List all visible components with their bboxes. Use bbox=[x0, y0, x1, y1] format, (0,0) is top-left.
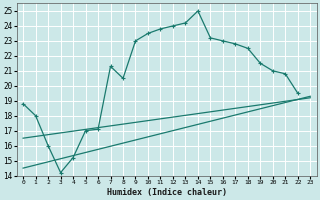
X-axis label: Humidex (Indice chaleur): Humidex (Indice chaleur) bbox=[107, 188, 227, 197]
